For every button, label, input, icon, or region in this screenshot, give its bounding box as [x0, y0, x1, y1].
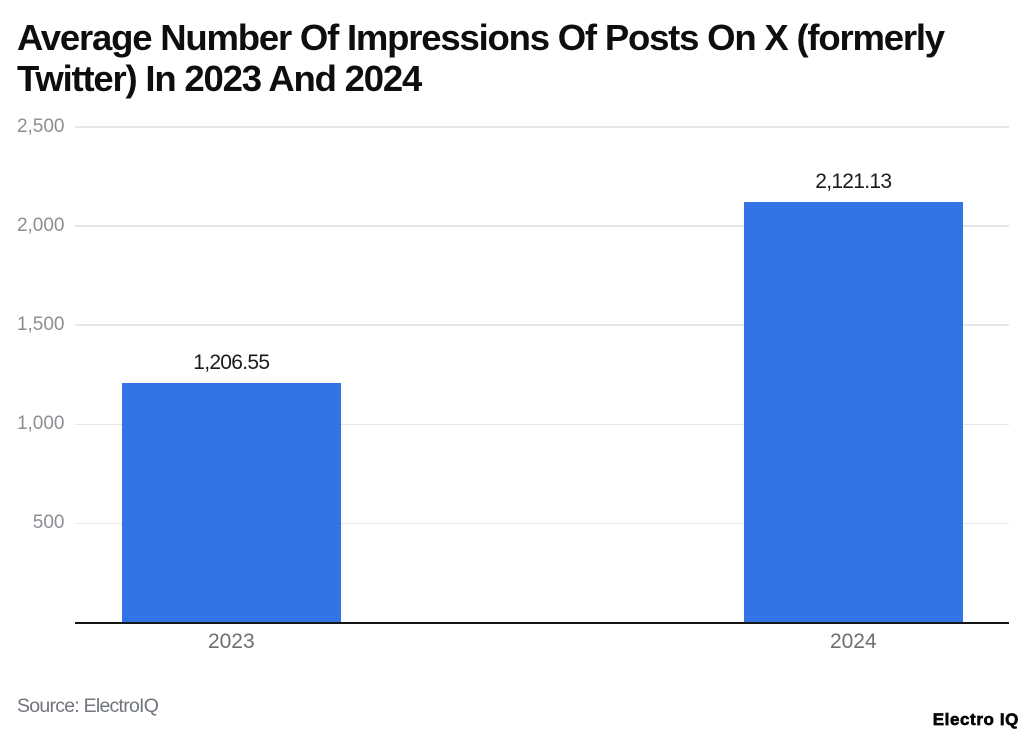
x-axis-tick-label-2024: 2024 — [829, 630, 877, 654]
x-axis-line — [74, 621, 1009, 624]
gridline-1,500 — [74, 324, 1009, 326]
bar-2024 — [744, 202, 963, 623]
bar-value-label-2023: 1,206.55 — [193, 351, 270, 375]
bar-value-label-2024: 2,121.13 — [815, 169, 892, 193]
brand-logo: Electro IQ — [932, 710, 1019, 730]
gridline-2,500 — [74, 126, 1009, 128]
y-axis-tick-label: 2,000 — [16, 215, 65, 237]
gridline-2,000 — [74, 225, 1009, 227]
y-axis-tick-label: 1,000 — [16, 413, 65, 435]
chart-title: Average Number Of Impressions Of Posts O… — [17, 16, 945, 100]
x-axis-tick-label-2023: 2023 — [207, 630, 255, 654]
y-axis-tick-label: 500 — [32, 512, 65, 534]
gridline-1,000 — [74, 423, 1009, 426]
y-axis-tick-label: 2,500 — [16, 116, 65, 137]
source-note: Source: ElectroIQ — [17, 694, 159, 717]
gridline-500 — [74, 522, 1009, 525]
y-axis-tick-label: 1,500 — [16, 314, 65, 336]
bar-2023 — [122, 383, 341, 623]
